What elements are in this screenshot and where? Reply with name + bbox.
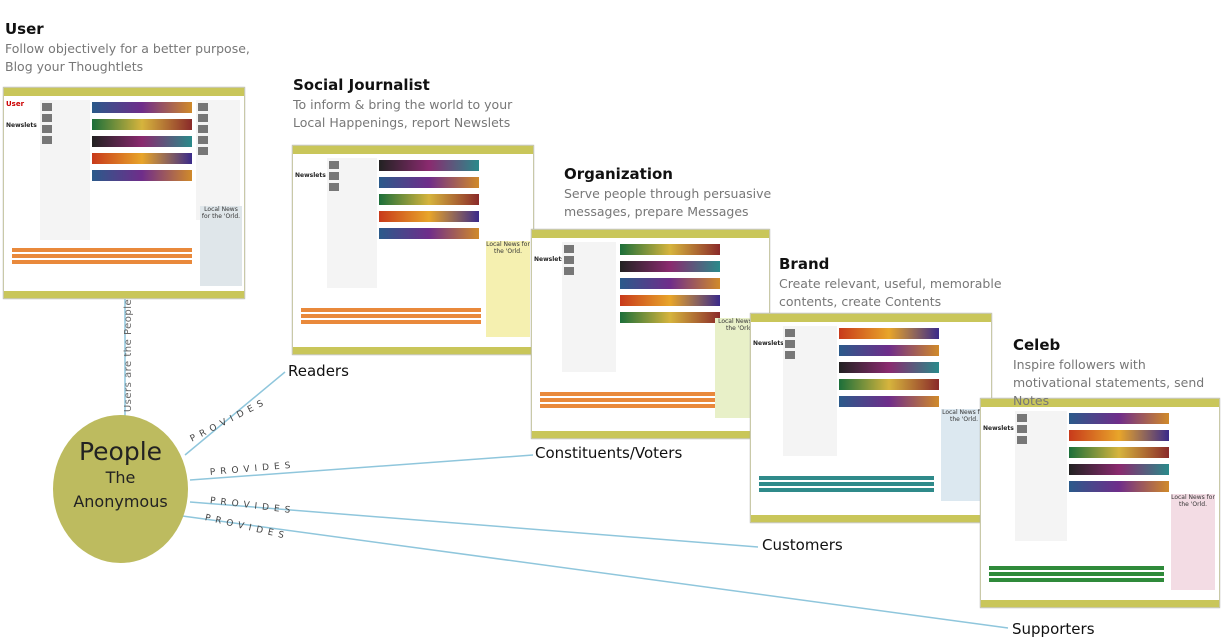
role-celeb: Celeb Inspire followers with motivationa… — [1013, 336, 1221, 410]
screenshot-journalist: Newslets Local News for the 'Orld. — [292, 145, 534, 355]
ad-text: Local News for the 'Orld. — [201, 206, 241, 220]
newslets-logo-4: Newslets — [753, 340, 784, 347]
role-desc: Create relevant, useful, memorable conte… — [779, 276, 1002, 309]
ad-text-4: Local News for the 'Orld. — [942, 409, 986, 423]
role-desc: Inspire followers with motivational stat… — [1013, 357, 1205, 408]
newslets-logo-3: Newslets — [534, 256, 565, 263]
role-title: Celeb — [1013, 336, 1061, 354]
screenshot-celeb: Newslets Local News for the 'Orld. — [980, 398, 1220, 608]
role-journalist: Social Journalist To inform & bring the … — [293, 76, 543, 132]
ad-text-5: Local News for the 'Orld. — [1171, 494, 1215, 508]
screenshot-organization: Newslets Local News for the 'Orld. — [531, 229, 770, 439]
target-supporters: Supporters — [1012, 620, 1095, 638]
ad-text-3: Local News for the 'Orld. — [718, 318, 762, 332]
ad-text-2: Local News for the 'Orld. — [486, 241, 530, 255]
role-title: Brand — [779, 255, 830, 273]
newslets-logo-2: Newslets — [295, 172, 326, 179]
target-readers: Readers — [288, 362, 349, 380]
role-organization: Organization Serve people through persua… — [564, 165, 794, 221]
role-title: User — [5, 20, 44, 38]
role-desc: Follow objectively for a better purpose,… — [5, 41, 250, 74]
people-circle: People The Anonymous — [53, 415, 188, 563]
role-desc: To inform & bring the world to your Loca… — [293, 97, 513, 130]
users-are-people-label: Users are the People — [123, 298, 135, 413]
screenshot-brand: Newslets Local News for the 'Orld. — [750, 313, 992, 523]
connector-supporters — [174, 514, 1009, 629]
provides-label: PROVIDES — [203, 513, 290, 543]
vertical-label-container: Users are the People — [117, 298, 135, 418]
target-voters: Constituents/Voters — [535, 444, 683, 462]
role-title: Social Journalist — [293, 76, 430, 94]
provides-label: PROVIDES — [209, 460, 296, 478]
screenshot-user: User Newslets Local News for the 'Orld. — [3, 87, 245, 299]
provides-label: PROVIDES — [209, 496, 296, 517]
newslets-logo: Newslets — [6, 122, 37, 129]
provides-label: PROVIDES — [188, 396, 270, 445]
people-title: People — [78, 437, 163, 466]
role-title: Organization — [564, 165, 673, 183]
target-customers: Customers — [762, 536, 843, 554]
people-line3: Anonymous — [73, 492, 168, 511]
role-user: User Follow objectively for a better pur… — [5, 20, 255, 76]
role-desc: Serve people through persuasive messages… — [564, 186, 772, 219]
newslets-logo-5: Newslets — [983, 425, 1014, 432]
user-logo: User — [6, 100, 25, 108]
people-line2: The — [105, 468, 136, 487]
role-brand: Brand Create relevant, useful, memorable… — [779, 255, 1009, 311]
